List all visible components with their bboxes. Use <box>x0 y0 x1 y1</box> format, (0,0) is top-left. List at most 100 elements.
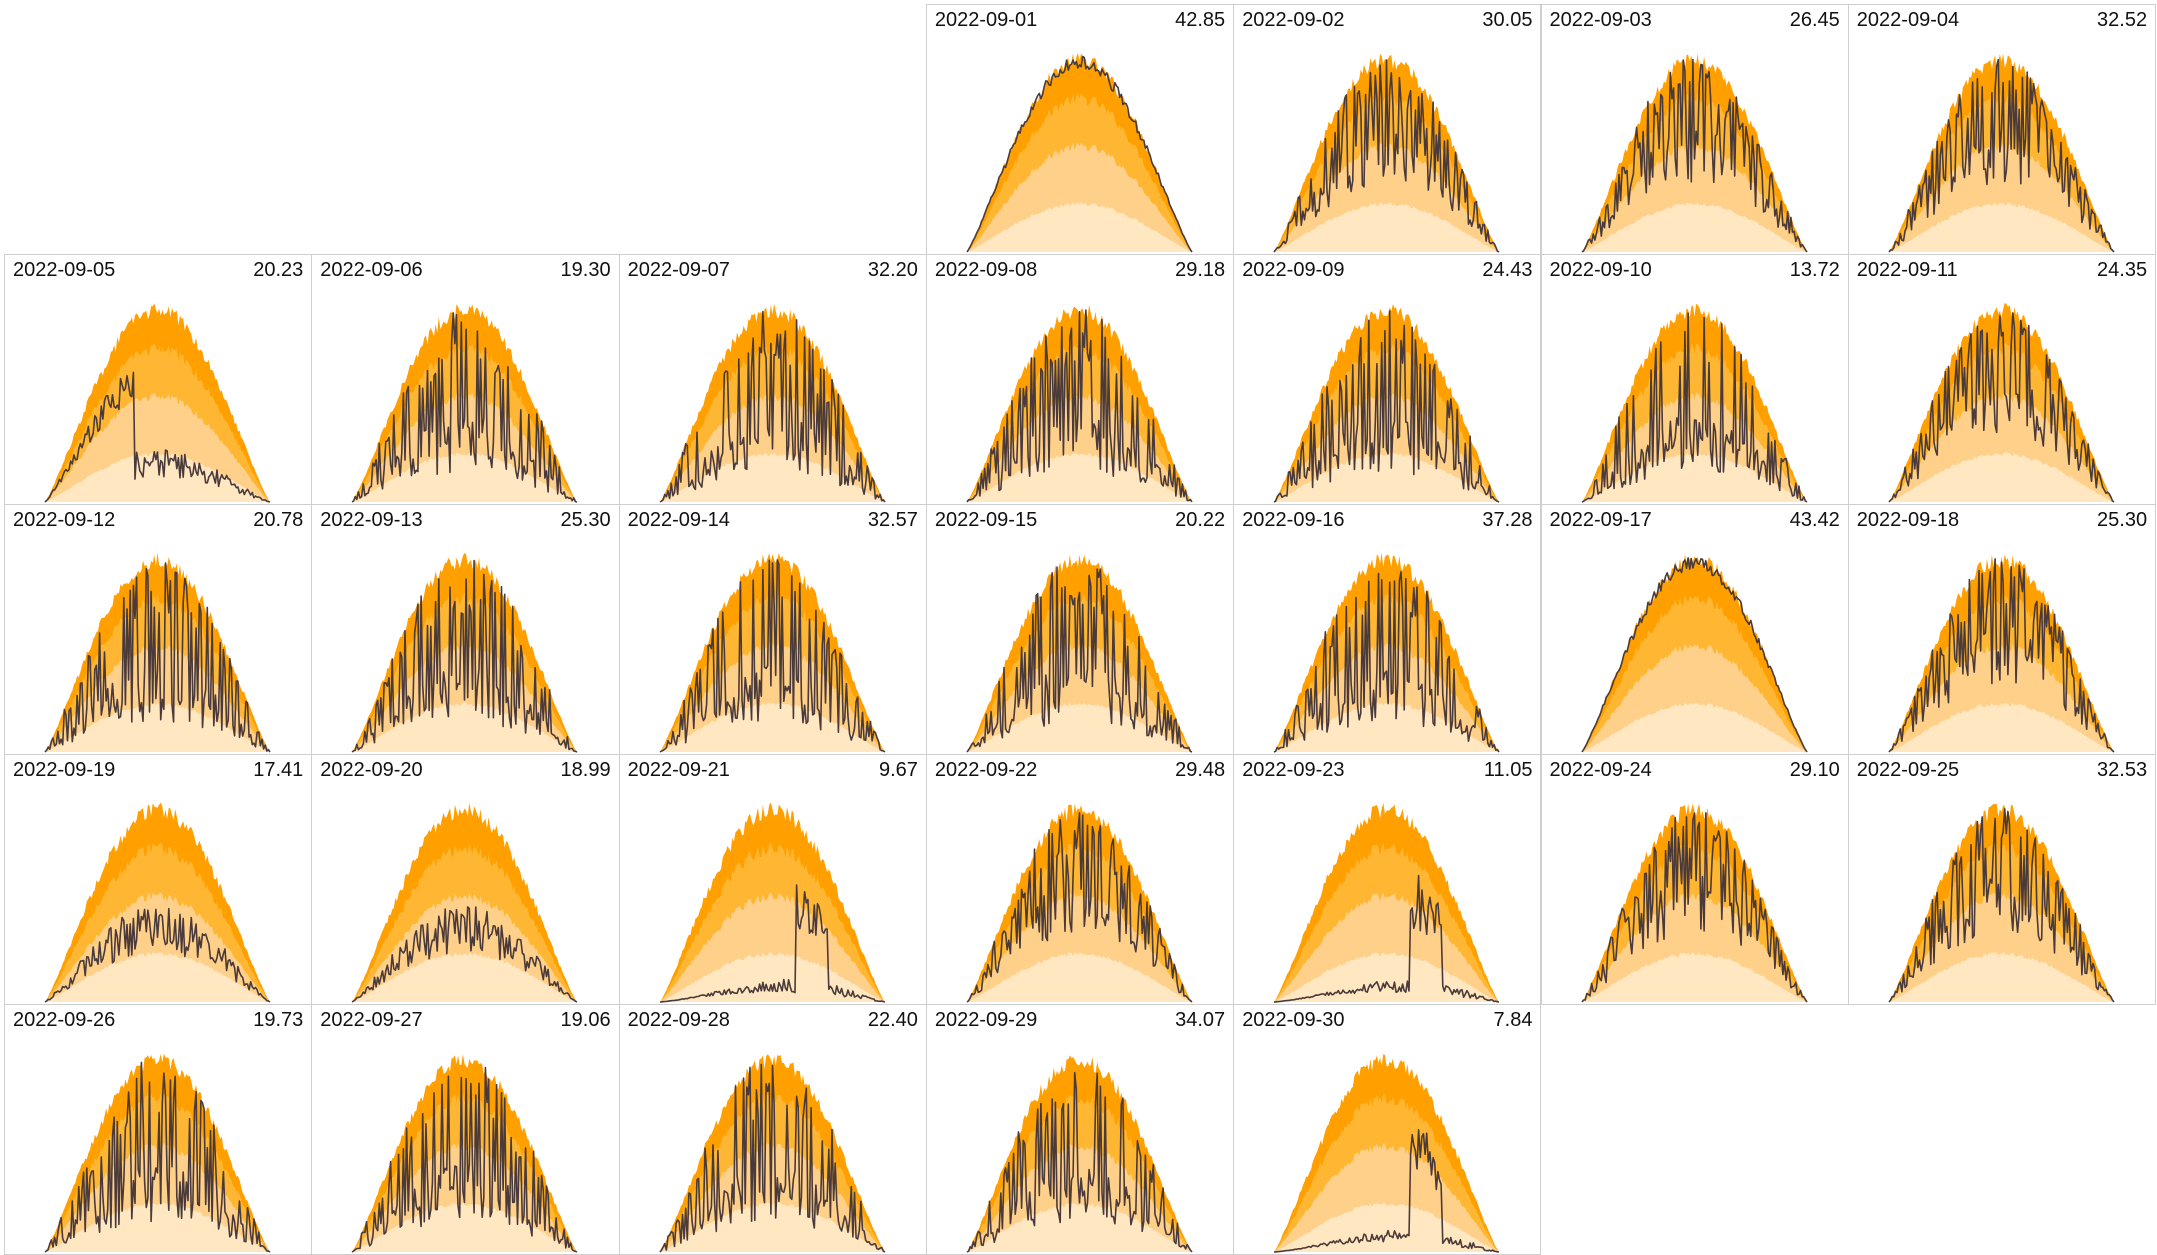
day-cell: 2022-09-04 32.52 <box>1847 4 2157 255</box>
day-cell: 2022-09-17 43.42 <box>1540 504 1849 755</box>
day-total-label: 30.05 <box>1482 9 1533 31</box>
day-cell: 2022-09-08 29.18 <box>925 254 1235 505</box>
day-total-label: 19.30 <box>560 259 611 281</box>
day-total-label: 13.72 <box>1789 259 1840 281</box>
day-date-label: 2022-09-22 <box>934 759 1038 781</box>
day-total-label: 29.10 <box>1789 759 1840 781</box>
day-total-label: 9.67 <box>878 759 918 781</box>
day-cell: 2022-09-12 20.78 <box>4 504 313 755</box>
actual-line <box>351 1066 578 1253</box>
day-plot <box>1888 554 2115 753</box>
actual-line <box>1274 1129 1500 1253</box>
day-plot <box>1580 803 1808 1003</box>
day-cell: 2022-09-22 29.48 <box>925 754 1235 1005</box>
day-total-label: 20.23 <box>253 259 304 281</box>
day-date-label: 2022-09-02 <box>1242 9 1345 31</box>
day-date-label: 2022-09-01 <box>934 9 1038 31</box>
actual-line <box>351 559 578 753</box>
actual-line <box>44 562 271 753</box>
day-total-label: 43.42 <box>1789 509 1840 531</box>
day-date-label: 2022-09-27 <box>320 1009 423 1031</box>
day-total-label: 26.45 <box>1789 9 1840 31</box>
day-total-label: 19.73 <box>253 1009 304 1031</box>
actual-line <box>1888 808 2115 1003</box>
day-cell: 2022-09-20 18.99 <box>311 754 620 1005</box>
day-date-label: 2022-09-12 <box>13 509 116 531</box>
band-p25 <box>966 702 1192 752</box>
actual-line <box>1580 812 1808 1003</box>
band-p25 <box>966 1202 1192 1252</box>
day-total-label: 32.20 <box>867 259 918 281</box>
actual-line <box>1888 312 2115 503</box>
band-p25 <box>45 452 270 502</box>
actual-line <box>966 309 1193 503</box>
day-plot <box>659 802 885 1003</box>
day-plot <box>44 802 271 1003</box>
day-cell: 2022-09-30 7.84 <box>1233 1004 1542 1255</box>
day-cell: 2022-09-02 30.05 <box>1233 4 1542 255</box>
day-cell: 2022-09-16 37.28 <box>1233 504 1542 755</box>
band-p25 <box>966 202 1192 252</box>
day-total-label: 22.40 <box>867 1009 918 1031</box>
day-date-label: 2022-09-03 <box>1549 9 1652 31</box>
day-date-label: 2022-09-17 <box>1549 509 1652 531</box>
actual-line <box>659 310 886 503</box>
actual-line <box>44 1061 271 1253</box>
day-plot <box>351 304 578 503</box>
day-plot <box>966 803 1193 1003</box>
day-date-label: 2022-09-23 <box>1242 759 1345 781</box>
actual-line <box>966 566 1193 753</box>
day-date-label: 2022-09-14 <box>627 509 730 531</box>
day-total-label: 32.53 <box>2097 759 2148 781</box>
actual-line <box>658 1063 885 1253</box>
day-date-label: 2022-09-18 <box>1856 509 1960 531</box>
actual-line <box>966 55 1193 253</box>
band-p25 <box>1888 202 2114 252</box>
actual-line <box>1273 571 1500 753</box>
day-plot <box>44 552 271 753</box>
day-date-label: 2022-09-11 <box>1856 259 1958 281</box>
day-cell: 2022-09-19 17.41 <box>4 754 313 1005</box>
day-cell: 2022-09-29 34.07 <box>925 1004 1235 1255</box>
actual-line <box>1274 874 1500 1003</box>
actual-line <box>1581 312 1807 503</box>
band-p25 <box>45 702 270 752</box>
day-total-label: 7.84 <box>1493 1009 1533 1031</box>
day-cell: 2022-09-10 13.72 <box>1540 254 1849 505</box>
band-p25 <box>659 1202 885 1252</box>
day-cell: 2022-09-01 42.85 <box>925 4 1235 255</box>
actual-line <box>1888 558 2115 753</box>
band-p25 <box>1274 452 1500 502</box>
day-total-label: 32.57 <box>867 509 918 531</box>
band-p25 <box>352 1202 578 1252</box>
band-p25 <box>1274 702 1500 752</box>
day-plot <box>1888 803 2115 1003</box>
actual-line <box>966 812 1193 1003</box>
day-plot <box>659 552 886 753</box>
day-plot <box>966 554 1193 753</box>
band-p25 <box>1581 202 1807 252</box>
band-p25 <box>659 452 885 502</box>
day-total-label: 25.30 <box>560 509 611 531</box>
day-cell: 2022-09-15 20.22 <box>925 504 1235 755</box>
day-plot <box>658 1054 885 1253</box>
day-total-label: 18.99 <box>560 759 611 781</box>
band-p25 <box>659 702 885 752</box>
day-total-label: 19.06 <box>560 1009 611 1031</box>
actual-line <box>1580 557 1808 753</box>
day-cell: 2022-09-13 25.30 <box>311 504 620 755</box>
band-p25 <box>1274 952 1500 1002</box>
day-plot <box>1273 53 1500 253</box>
day-date-label: 2022-09-21 <box>627 759 730 781</box>
band-p25 <box>1888 452 2114 502</box>
day-total-label: 11.05 <box>1483 759 1533 781</box>
day-plot <box>1581 53 1808 253</box>
day-plot <box>1274 1054 1500 1253</box>
day-plot <box>44 1053 271 1253</box>
day-plot <box>1888 303 2115 503</box>
day-date-label: 2022-09-28 <box>627 1009 730 1031</box>
day-date-label: 2022-09-26 <box>13 1009 116 1031</box>
day-date-label: 2022-09-04 <box>1856 9 1960 31</box>
day-date-label: 2022-09-05 <box>13 259 116 281</box>
